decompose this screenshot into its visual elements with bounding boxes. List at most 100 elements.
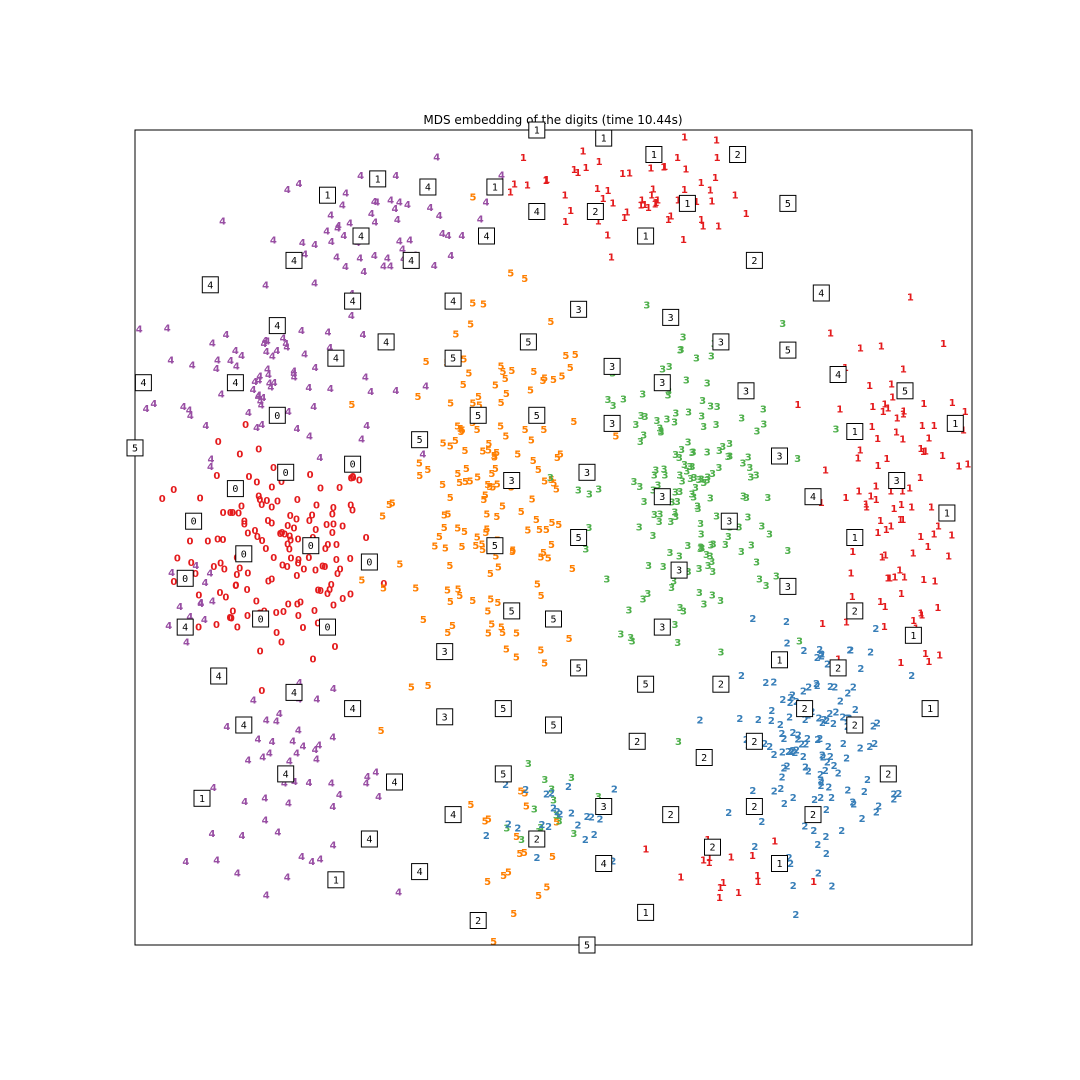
digit-thumbnail: 4 xyxy=(444,806,462,824)
digit-point-2: 2 xyxy=(872,624,879,635)
digit-point-4: 4 xyxy=(371,251,378,262)
digit-point-1: 1 xyxy=(920,399,927,410)
digit-point-1: 1 xyxy=(574,168,581,179)
digit-thumbnail: 4 xyxy=(411,863,429,881)
digit-thumbnail-glyph: 4 xyxy=(391,778,397,789)
digit-point-1: 1 xyxy=(881,622,888,633)
digit-point-1: 1 xyxy=(708,196,715,207)
digit-thumbnail-box xyxy=(712,675,730,693)
digit-point-3: 3 xyxy=(696,588,703,599)
digit-point-3: 3 xyxy=(675,737,682,748)
digit-point-2: 2 xyxy=(850,683,857,694)
digit-point-0: 0 xyxy=(332,642,339,653)
digit-thumbnail-box xyxy=(745,732,763,750)
digit-thumbnail: 4 xyxy=(386,773,403,791)
digit-point-1: 1 xyxy=(675,196,682,207)
digit-point-0: 0 xyxy=(228,614,235,625)
digit-thumbnail-glyph: 5 xyxy=(576,663,582,674)
digit-point-4: 4 xyxy=(207,462,214,473)
digit-point-3: 3 xyxy=(738,414,745,425)
digit-point-4: 4 xyxy=(223,330,230,341)
digit-point-3: 3 xyxy=(686,462,693,473)
digit-point-0: 0 xyxy=(187,537,194,548)
digit-point-3: 3 xyxy=(722,540,729,551)
digit-point-0: 0 xyxy=(204,536,211,547)
digit-thumbnail: 5 xyxy=(578,936,596,954)
digit-point-5: 5 xyxy=(541,374,548,385)
digit-point-2: 2 xyxy=(831,761,838,772)
digit-thumbnail-box xyxy=(846,716,864,734)
digit-point-1: 1 xyxy=(596,157,603,168)
digit-thumbnail: 2 xyxy=(846,716,864,734)
digit-thumbnail-glyph: 5 xyxy=(475,411,481,422)
digit-point-5: 5 xyxy=(424,465,431,476)
digit-point-2: 2 xyxy=(823,805,830,816)
digit-point-5: 5 xyxy=(548,540,555,551)
digit-point-4: 4 xyxy=(234,868,241,879)
digit-point-2: 2 xyxy=(768,706,775,717)
digit-point-1: 1 xyxy=(925,542,932,553)
digit-point-1: 1 xyxy=(849,592,856,603)
digit-point-3: 3 xyxy=(716,463,723,474)
digit-point-1: 1 xyxy=(642,844,649,855)
digit-point-1: 1 xyxy=(889,393,896,404)
digit-point-5: 5 xyxy=(517,786,524,797)
digit-point-5: 5 xyxy=(513,832,520,843)
digit-point-5: 5 xyxy=(535,465,542,476)
digit-point-2: 2 xyxy=(849,798,856,809)
digit-point-4: 4 xyxy=(368,209,375,220)
digit-point-5: 5 xyxy=(522,425,529,436)
digit-point-5: 5 xyxy=(527,386,534,397)
digit-thumbnail-box xyxy=(469,912,487,929)
digit-thumbnail-box xyxy=(946,414,964,432)
plot-frame xyxy=(134,129,973,946)
digit-thumbnail-glyph: 0 xyxy=(366,558,372,569)
digit-point-0: 0 xyxy=(313,501,320,512)
digit-point-1: 1 xyxy=(700,222,707,233)
digit-point-2: 2 xyxy=(818,781,825,792)
digit-point-4: 4 xyxy=(313,695,320,706)
digit-point-3: 3 xyxy=(679,476,686,487)
digit-point-5: 5 xyxy=(503,389,510,400)
digit-thumbnail-glyph: 0 xyxy=(241,549,247,560)
digit-point-1: 1 xyxy=(887,487,894,498)
digit-point-2: 2 xyxy=(810,826,817,837)
digit-thumbnail-box xyxy=(545,716,562,734)
digit-point-4: 4 xyxy=(367,387,374,398)
digit-thumbnail: 3 xyxy=(712,333,730,351)
digit-point-1: 1 xyxy=(901,572,908,583)
digit-point-3: 3 xyxy=(681,460,688,471)
digit-point-5: 5 xyxy=(444,628,451,639)
digit-point-1: 1 xyxy=(562,217,569,228)
digit-thumbnail-glyph: 4 xyxy=(366,835,372,846)
digit-thumbnail: 0 xyxy=(277,463,295,481)
digit-point-2: 2 xyxy=(784,762,791,773)
digit-point-1: 1 xyxy=(882,551,889,562)
digit-point-2: 2 xyxy=(830,719,837,730)
digit-point-1: 1 xyxy=(919,421,926,432)
digit-point-0: 0 xyxy=(322,544,329,555)
digit-point-0: 0 xyxy=(213,471,220,482)
digit-thumbnail-box xyxy=(319,618,336,636)
digit-thumbnail: 1 xyxy=(771,855,788,872)
digit-point-2: 2 xyxy=(804,734,811,745)
digit-thumbnail-glyph: 3 xyxy=(743,386,749,397)
digit-point-1: 1 xyxy=(810,877,817,888)
digit-point-1: 1 xyxy=(754,871,761,882)
digit-point-3: 3 xyxy=(697,542,704,553)
digit-point-4: 4 xyxy=(336,790,343,801)
digit-point-0: 0 xyxy=(311,606,318,617)
digit-point-5: 5 xyxy=(454,524,461,535)
digit-point-5: 5 xyxy=(570,417,577,428)
digit-point-0: 0 xyxy=(336,483,343,494)
digit-point-0: 0 xyxy=(214,535,221,546)
digit-point-5: 5 xyxy=(459,425,466,436)
digit-point-1: 1 xyxy=(939,451,946,462)
digit-point-5: 5 xyxy=(499,501,506,512)
digit-point-3: 3 xyxy=(779,319,786,330)
digit-point-0: 0 xyxy=(315,585,322,596)
digit-point-3: 3 xyxy=(714,402,721,413)
digit-point-1: 1 xyxy=(925,657,932,668)
digit-thumbnail: 1 xyxy=(528,121,546,139)
